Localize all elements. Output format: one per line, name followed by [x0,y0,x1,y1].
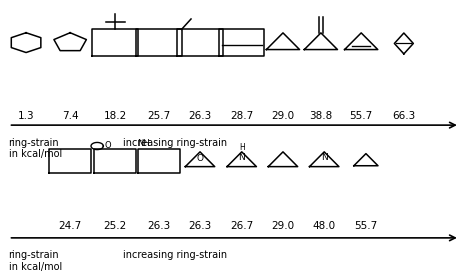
Text: 29.0: 29.0 [272,221,294,231]
Text: 18.2: 18.2 [103,111,127,121]
Text: 26.7: 26.7 [230,221,254,231]
Text: N: N [321,153,328,163]
Text: 55.7: 55.7 [354,221,378,231]
Text: ring-strain
in kcal/mol: ring-strain in kcal/mol [9,138,62,159]
Text: 25.2: 25.2 [103,221,127,231]
Text: O: O [105,141,111,150]
Text: ring-strain
in kcal/mol: ring-strain in kcal/mol [9,250,62,272]
Text: 26.3: 26.3 [188,111,212,121]
Text: 48.0: 48.0 [313,221,336,231]
Text: 24.7: 24.7 [58,221,82,231]
Text: 29.0: 29.0 [272,111,294,121]
Text: 66.3: 66.3 [392,111,416,121]
Text: 26.3: 26.3 [188,221,212,231]
Text: O: O [197,154,203,163]
Text: increasing ring-strain: increasing ring-strain [123,138,228,147]
Text: 1.3: 1.3 [18,111,35,121]
Text: H: H [239,143,245,152]
Text: 28.7: 28.7 [230,111,254,121]
Text: N: N [238,153,245,163]
Text: 25.7: 25.7 [147,111,171,121]
Text: 38.8: 38.8 [309,111,333,121]
Text: 55.7: 55.7 [349,111,373,121]
Text: 7.4: 7.4 [62,111,79,121]
Text: NH: NH [137,139,150,148]
Text: increasing ring-strain: increasing ring-strain [123,250,228,260]
Text: 26.3: 26.3 [147,221,171,231]
